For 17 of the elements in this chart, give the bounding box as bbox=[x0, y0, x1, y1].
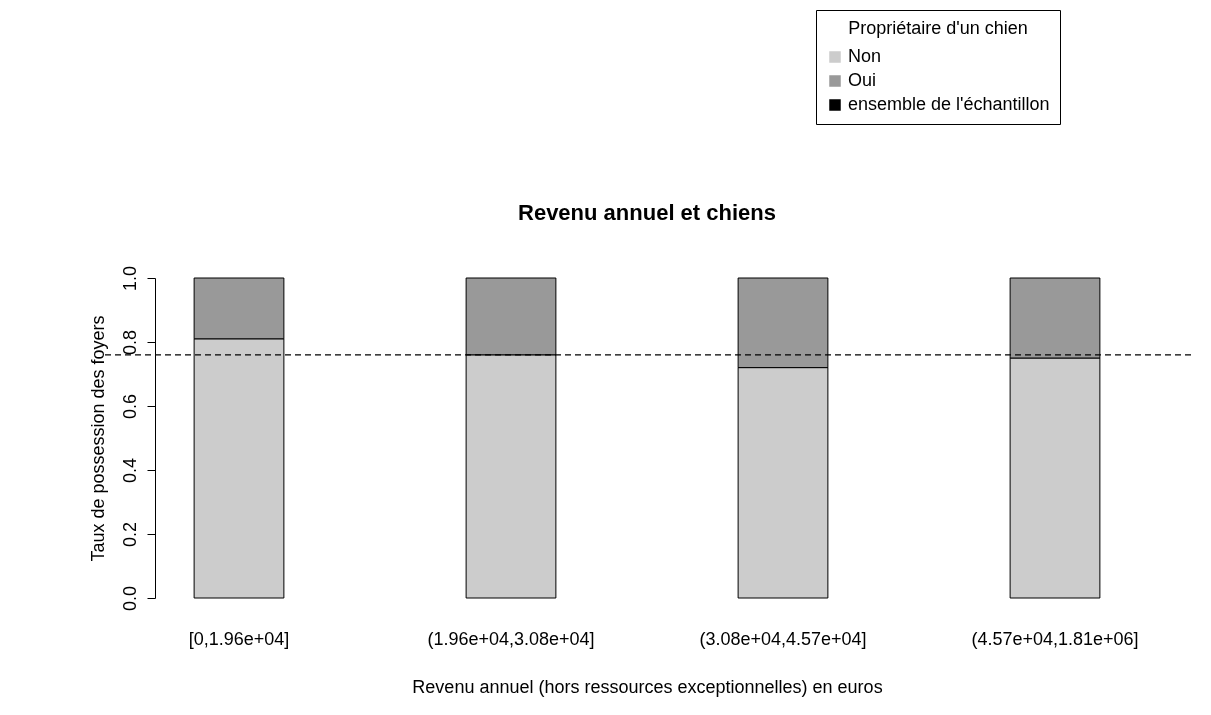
chart-title: Revenu annuel et chiens bbox=[518, 200, 776, 225]
legend-title: Propriétaire d'un chien bbox=[848, 18, 1028, 38]
y-tick-label: 1.0 bbox=[119, 265, 140, 292]
y-tick-label: 0.6 bbox=[119, 393, 140, 420]
x-tick-label: (1.96e+04,3.08e+04] bbox=[427, 628, 595, 649]
legend-label: Non bbox=[848, 46, 882, 66]
y-tick-label: 0.8 bbox=[119, 329, 140, 356]
x-tick-label: (4.57e+04,1.81e+06] bbox=[971, 628, 1139, 649]
legend-label: Oui bbox=[848, 70, 877, 90]
y-tick-label: 0.2 bbox=[119, 521, 140, 548]
x-axis-title: Revenu annuel (hors ressources exceptionnelles) en euros bbox=[412, 676, 883, 697]
x-tick-label: (3.08e+04,4.57e+04] bbox=[699, 628, 867, 649]
x-tick-label: [0,1.96e+04] bbox=[188, 628, 290, 649]
y-axis-title: Taux de possession des foyers bbox=[87, 315, 108, 562]
y-tick-label: 0.4 bbox=[119, 457, 140, 484]
y-tick-label: 0.0 bbox=[119, 585, 140, 612]
legend-label: ensemble de l'échantillon bbox=[848, 94, 1050, 114]
